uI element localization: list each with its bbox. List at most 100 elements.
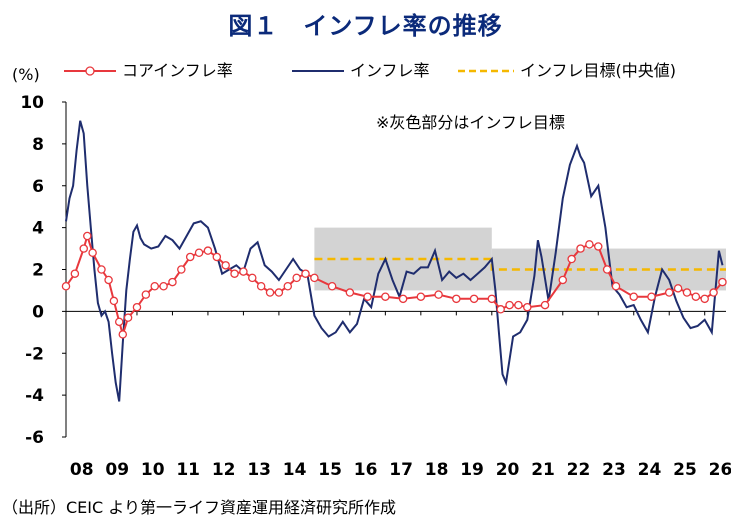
x-tick-label: 26 bbox=[709, 460, 731, 480]
x-tick-label: 18 bbox=[425, 460, 449, 480]
core-inflation-point bbox=[104, 275, 113, 285]
core-inflation-point bbox=[310, 273, 319, 283]
core-inflation-point bbox=[602, 265, 612, 274]
core-inflation-point bbox=[239, 267, 248, 276]
core-inflation-point bbox=[212, 252, 222, 262]
x-tick-label: 11 bbox=[176, 460, 200, 480]
y-tick-label: -4 bbox=[25, 386, 44, 406]
core-inflation-point bbox=[88, 248, 97, 257]
core-inflation-point bbox=[70, 269, 80, 278]
core-inflation-point bbox=[292, 273, 301, 283]
core-inflation-point bbox=[327, 281, 337, 291]
x-tick-label: 08 bbox=[70, 460, 94, 480]
core-inflation-point bbox=[194, 248, 204, 257]
core-inflation-point bbox=[248, 273, 257, 283]
core-inflation-point bbox=[576, 244, 585, 253]
core-inflation-point bbox=[109, 296, 119, 306]
x-tick-label: 10 bbox=[141, 460, 165, 480]
core-inflation-point bbox=[558, 275, 568, 285]
x-tick-label: 22 bbox=[567, 460, 591, 480]
core-inflation-point bbox=[283, 281, 293, 291]
core-inflation-point bbox=[79, 244, 88, 253]
core-inflation-point bbox=[523, 302, 532, 312]
x-tick-label: 12 bbox=[212, 460, 236, 480]
core-inflation-point bbox=[469, 294, 479, 304]
x-tick-label: 20 bbox=[496, 460, 520, 480]
core-inflation-point bbox=[664, 288, 674, 297]
core-inflation-point bbox=[301, 269, 310, 278]
x-tick-label: 24 bbox=[638, 460, 662, 480]
core-inflation-point bbox=[230, 269, 239, 278]
core-inflation-point bbox=[434, 290, 443, 299]
core-inflation-point bbox=[256, 281, 266, 291]
x-tick-label: 17 bbox=[389, 460, 413, 480]
y-tick-label: 0 bbox=[32, 302, 44, 322]
core-inflation-point bbox=[416, 292, 426, 301]
core-inflation-point bbox=[505, 300, 514, 310]
core-inflation-point bbox=[567, 254, 576, 264]
core-inflation-point bbox=[177, 265, 186, 274]
core-inflation-point bbox=[496, 305, 505, 314]
legend-target-label: インフレ目標(中央値) bbox=[520, 61, 676, 80]
core-inflation-point bbox=[585, 240, 594, 249]
legend-core-marker bbox=[85, 66, 95, 76]
core-inflation-point bbox=[141, 290, 151, 299]
core-inflation-point bbox=[629, 292, 638, 301]
core-inflation-point bbox=[718, 277, 727, 287]
core-inflation-point bbox=[168, 277, 177, 287]
core-inflation-point bbox=[265, 288, 275, 297]
core-inflation-point bbox=[159, 281, 168, 291]
y-tick-label: 8 bbox=[32, 135, 44, 155]
x-tick-label: 25 bbox=[673, 460, 697, 480]
y-tick-label: 4 bbox=[32, 219, 44, 239]
core-inflation-point bbox=[150, 281, 159, 291]
core-inflation-point bbox=[123, 313, 133, 322]
core-inflation-point bbox=[185, 252, 195, 262]
series-inflation-line bbox=[65, 120, 724, 402]
y-tick-label: -6 bbox=[25, 428, 44, 448]
source-note: （出所）CEIC より第一ライフ資産運用経済研究所作成 bbox=[2, 498, 396, 517]
core-inflation-point bbox=[540, 300, 550, 310]
x-tick-label: 13 bbox=[247, 460, 271, 480]
core-inflation-point bbox=[709, 288, 718, 297]
legend-inflation-label: インフレ率 bbox=[350, 61, 430, 80]
y-axis-label: (%) bbox=[12, 65, 40, 84]
y-tick-label: -2 bbox=[25, 344, 44, 364]
core-inflation-point bbox=[118, 330, 128, 339]
core-inflation-point bbox=[673, 284, 683, 293]
x-tick-label: 21 bbox=[531, 460, 555, 480]
core-inflation-point bbox=[203, 246, 213, 255]
core-inflation-point bbox=[97, 265, 106, 274]
chart-title: 図１ インフレ率の推移 bbox=[228, 12, 503, 40]
core-inflation-point bbox=[61, 281, 71, 291]
y-tick-label: 6 bbox=[32, 177, 44, 197]
x-tick-label: 19 bbox=[460, 460, 484, 480]
core-inflation-point bbox=[682, 288, 692, 297]
core-inflation-point bbox=[452, 294, 461, 304]
target-band-annotation: ※灰色部分はインフレ目標 bbox=[376, 113, 565, 132]
x-tick-label: 16 bbox=[354, 460, 378, 480]
core-inflation-point bbox=[221, 261, 230, 270]
x-tick-label: 14 bbox=[283, 460, 307, 480]
x-tick-label: 09 bbox=[105, 460, 129, 480]
core-inflation-point bbox=[691, 292, 701, 301]
core-inflation-point bbox=[132, 302, 142, 312]
core-inflation-point bbox=[700, 294, 709, 304]
core-inflation-point bbox=[647, 292, 656, 301]
core-inflation-point bbox=[611, 281, 621, 291]
legend-core-label: コアインフレ率 bbox=[122, 61, 233, 80]
core-inflation-point bbox=[487, 294, 497, 304]
core-inflation-point bbox=[345, 288, 355, 297]
core-inflation-point bbox=[381, 292, 390, 301]
core-inflation-point bbox=[114, 317, 124, 327]
core-inflation-point bbox=[514, 300, 523, 310]
y-tick-label: 10 bbox=[20, 93, 44, 113]
core-inflation-point bbox=[274, 288, 284, 297]
core-inflation-point bbox=[363, 292, 372, 301]
x-tick-label: 15 bbox=[318, 460, 342, 480]
core-inflation-point bbox=[398, 294, 408, 304]
y-tick-label: 2 bbox=[32, 261, 44, 281]
core-inflation-point bbox=[83, 231, 92, 241]
core-inflation-point bbox=[594, 242, 603, 251]
